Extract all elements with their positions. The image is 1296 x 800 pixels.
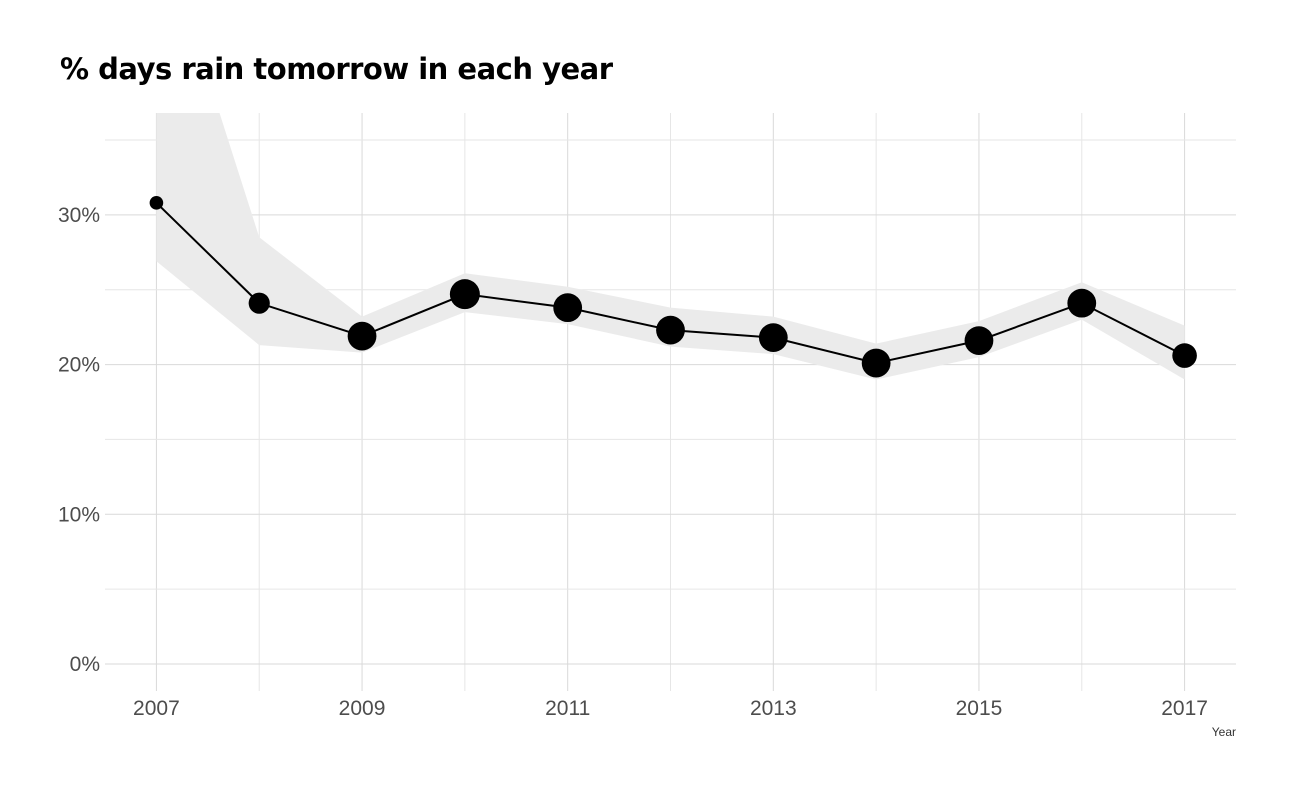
- chart-title: % days rain tomorrow in each year: [60, 52, 613, 86]
- x-tick-label: 2013: [750, 697, 797, 720]
- y-tick-label: 20%: [58, 354, 100, 377]
- y-tick-label: 0%: [70, 653, 100, 676]
- data-point: [861, 348, 891, 378]
- y-tick-label: 30%: [58, 204, 100, 227]
- x-tick-label: 2017: [1161, 697, 1208, 720]
- confidence-band: [156, 113, 1185, 380]
- data-point: [347, 321, 377, 351]
- confidence-band-group: [156, 113, 1185, 380]
- data-point: [449, 279, 480, 310]
- grid: [105, 113, 1236, 691]
- data-point: [1067, 288, 1097, 318]
- x-axis-ticks: 2007 2009 2011 2013 2015 2017: [133, 697, 1208, 720]
- x-axis-title: Year: [1212, 725, 1236, 739]
- y-tick-label: 10%: [58, 503, 100, 526]
- x-tick-label: 2015: [956, 697, 1003, 720]
- x-tick-label: 2011: [545, 697, 590, 720]
- data-point: [1172, 343, 1197, 368]
- data-point: [758, 323, 788, 352]
- x-tick-label: 2007: [133, 697, 180, 720]
- data-point: [553, 293, 583, 323]
- data-point: [149, 196, 164, 210]
- data-point: [248, 292, 270, 314]
- data-point: [964, 326, 994, 355]
- x-tick-label: 2009: [339, 697, 386, 720]
- y-axis-ticks: 0% 10% 20% 30%: [58, 204, 100, 676]
- data-points: [149, 196, 1197, 378]
- data-point: [656, 315, 685, 345]
